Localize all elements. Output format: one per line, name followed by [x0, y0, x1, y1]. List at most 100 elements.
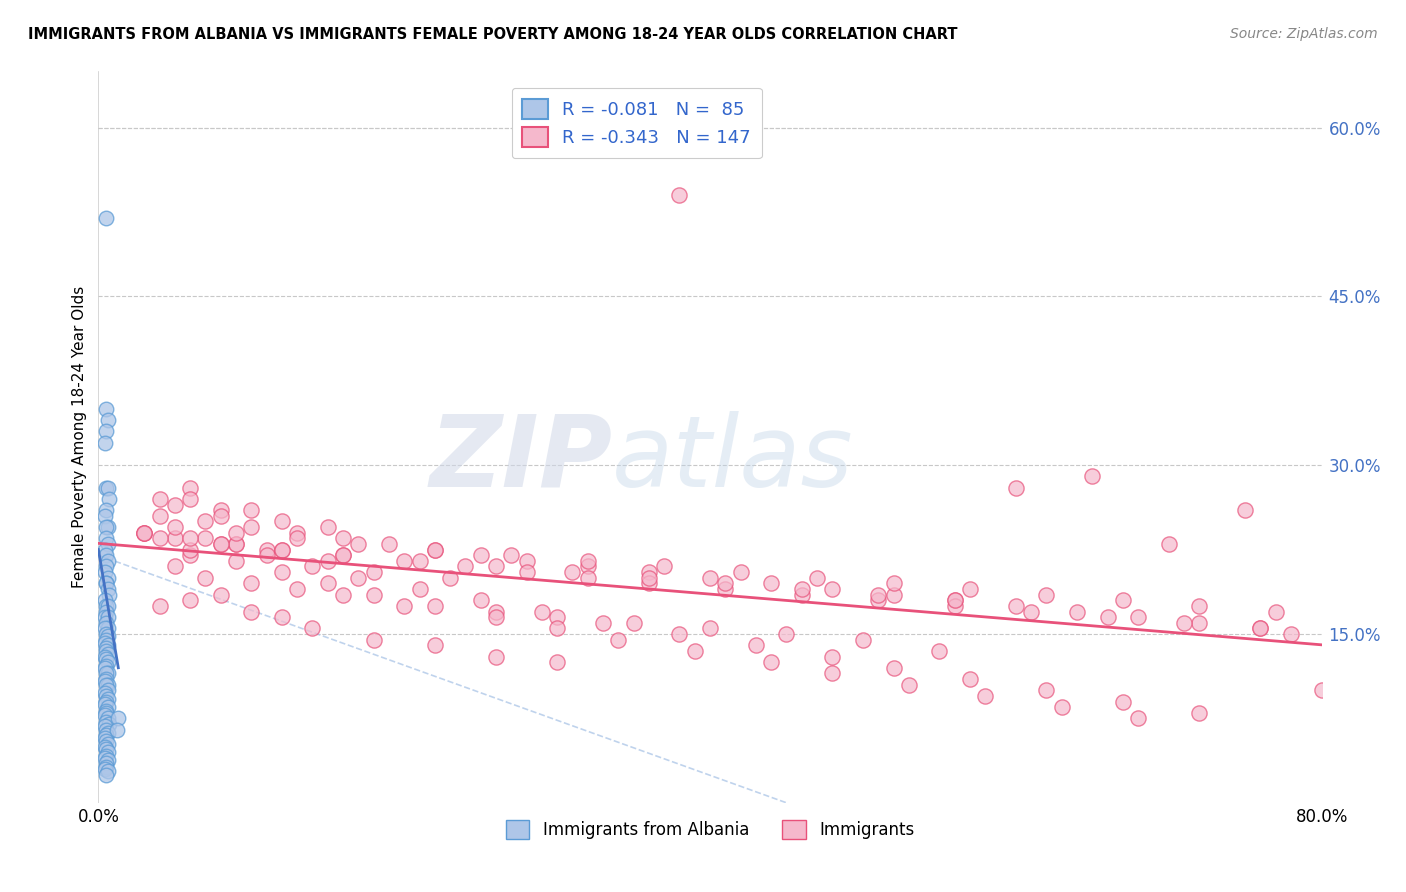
Point — [943, 599, 966, 613]
Point — [97, 610, 120, 624]
Point — [423, 638, 446, 652]
Point — [363, 588, 385, 602]
Point — [93, 661, 115, 675]
Point — [93, 674, 115, 689]
Point — [97, 582, 120, 596]
Point — [93, 697, 115, 711]
Point — [332, 548, 354, 562]
Text: Source: ZipAtlas.com: Source: ZipAtlas.com — [1230, 27, 1378, 41]
Point — [730, 565, 752, 579]
Point — [97, 638, 120, 652]
Point — [637, 571, 661, 585]
Point — [1188, 706, 1211, 720]
Point — [392, 599, 416, 613]
Point — [256, 548, 278, 562]
Point — [423, 542, 446, 557]
Point — [1004, 599, 1026, 613]
Point — [163, 532, 186, 546]
Point — [94, 748, 117, 763]
Point — [97, 571, 120, 585]
Point — [94, 678, 117, 692]
Point — [576, 559, 599, 574]
Point — [974, 689, 997, 703]
Point — [668, 188, 690, 202]
Point — [1097, 610, 1119, 624]
Point — [883, 661, 905, 675]
Point — [516, 554, 538, 568]
Point — [1019, 605, 1042, 619]
Point — [94, 599, 117, 613]
Point — [1157, 537, 1180, 551]
Point — [93, 649, 115, 664]
Legend: Immigrants from Albania, Immigrants: Immigrants from Albania, Immigrants — [499, 814, 921, 846]
Point — [821, 582, 844, 596]
Text: ZIP: ZIP — [429, 410, 612, 508]
Point — [592, 615, 614, 630]
Point — [759, 655, 782, 669]
Point — [134, 525, 156, 540]
Point — [240, 576, 263, 591]
Point — [97, 753, 120, 767]
Point — [94, 481, 117, 495]
Point — [1050, 700, 1073, 714]
Point — [714, 576, 737, 591]
Point — [775, 627, 797, 641]
Point — [97, 655, 120, 669]
Point — [576, 554, 599, 568]
Point — [94, 211, 117, 225]
Point — [1310, 683, 1333, 698]
Point — [94, 548, 117, 562]
Point — [134, 525, 156, 540]
Point — [699, 571, 721, 585]
Point — [209, 537, 232, 551]
Point — [225, 537, 247, 551]
Point — [94, 615, 117, 630]
Point — [97, 413, 120, 427]
Point — [97, 599, 120, 613]
Point — [668, 627, 690, 641]
Point — [163, 520, 186, 534]
Point — [897, 678, 920, 692]
Point — [94, 627, 117, 641]
Point — [423, 599, 446, 613]
Point — [209, 508, 232, 523]
Point — [98, 717, 121, 731]
Point — [94, 760, 117, 774]
Point — [408, 582, 430, 596]
Point — [94, 425, 117, 439]
Point — [179, 481, 201, 495]
Point — [285, 532, 308, 546]
Point — [97, 764, 120, 779]
Point — [209, 588, 232, 602]
Point — [209, 503, 232, 517]
Point — [94, 644, 117, 658]
Point — [408, 554, 430, 568]
Point — [97, 629, 120, 643]
Point — [94, 723, 117, 737]
Point — [240, 605, 263, 619]
Point — [149, 508, 172, 523]
Point — [240, 503, 263, 517]
Point — [1188, 615, 1211, 630]
Point — [821, 666, 844, 681]
Point — [94, 756, 117, 771]
Point — [439, 571, 461, 585]
Point — [194, 532, 217, 546]
Point — [1035, 683, 1057, 698]
Point — [225, 554, 247, 568]
Point — [97, 621, 120, 635]
Point — [485, 605, 508, 619]
Point — [240, 520, 263, 534]
Point — [285, 582, 308, 596]
Point — [93, 565, 115, 579]
Point — [485, 649, 508, 664]
Point — [94, 532, 117, 546]
Point — [93, 708, 115, 723]
Point — [301, 621, 323, 635]
Point — [97, 692, 120, 706]
Point — [470, 593, 492, 607]
Point — [93, 739, 115, 754]
Point — [93, 636, 115, 650]
Point — [94, 559, 117, 574]
Point — [98, 491, 121, 506]
